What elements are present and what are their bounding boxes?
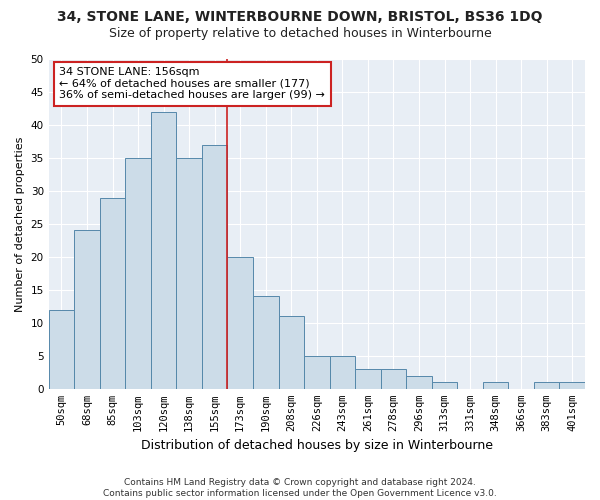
Bar [355, 369, 380, 389]
Text: Contains HM Land Registry data © Crown copyright and database right 2024.
Contai: Contains HM Land Registry data © Crown c… [103, 478, 497, 498]
Bar [304, 356, 329, 389]
Bar [559, 382, 585, 389]
Text: 34, STONE LANE, WINTERBOURNE DOWN, BRISTOL, BS36 1DQ: 34, STONE LANE, WINTERBOURNE DOWN, BRIST… [57, 10, 543, 24]
Bar [534, 382, 559, 389]
Text: Size of property relative to detached houses in Winterbourne: Size of property relative to detached ho… [109, 28, 491, 40]
X-axis label: Distribution of detached houses by size in Winterbourne: Distribution of detached houses by size … [141, 440, 493, 452]
Bar [329, 356, 355, 389]
Bar [380, 369, 406, 389]
Bar [253, 296, 278, 389]
Bar [74, 230, 100, 389]
Bar [151, 112, 176, 389]
Bar [227, 257, 253, 389]
Bar [100, 198, 125, 389]
Text: 34 STONE LANE: 156sqm
← 64% of detached houses are smaller (177)
36% of semi-det: 34 STONE LANE: 156sqm ← 64% of detached … [59, 67, 325, 100]
Bar [202, 144, 227, 389]
Bar [406, 376, 432, 389]
Bar [278, 316, 304, 389]
Bar [432, 382, 457, 389]
Bar [483, 382, 508, 389]
Bar [125, 158, 151, 389]
Y-axis label: Number of detached properties: Number of detached properties [15, 136, 25, 312]
Bar [176, 158, 202, 389]
Bar [49, 310, 74, 389]
